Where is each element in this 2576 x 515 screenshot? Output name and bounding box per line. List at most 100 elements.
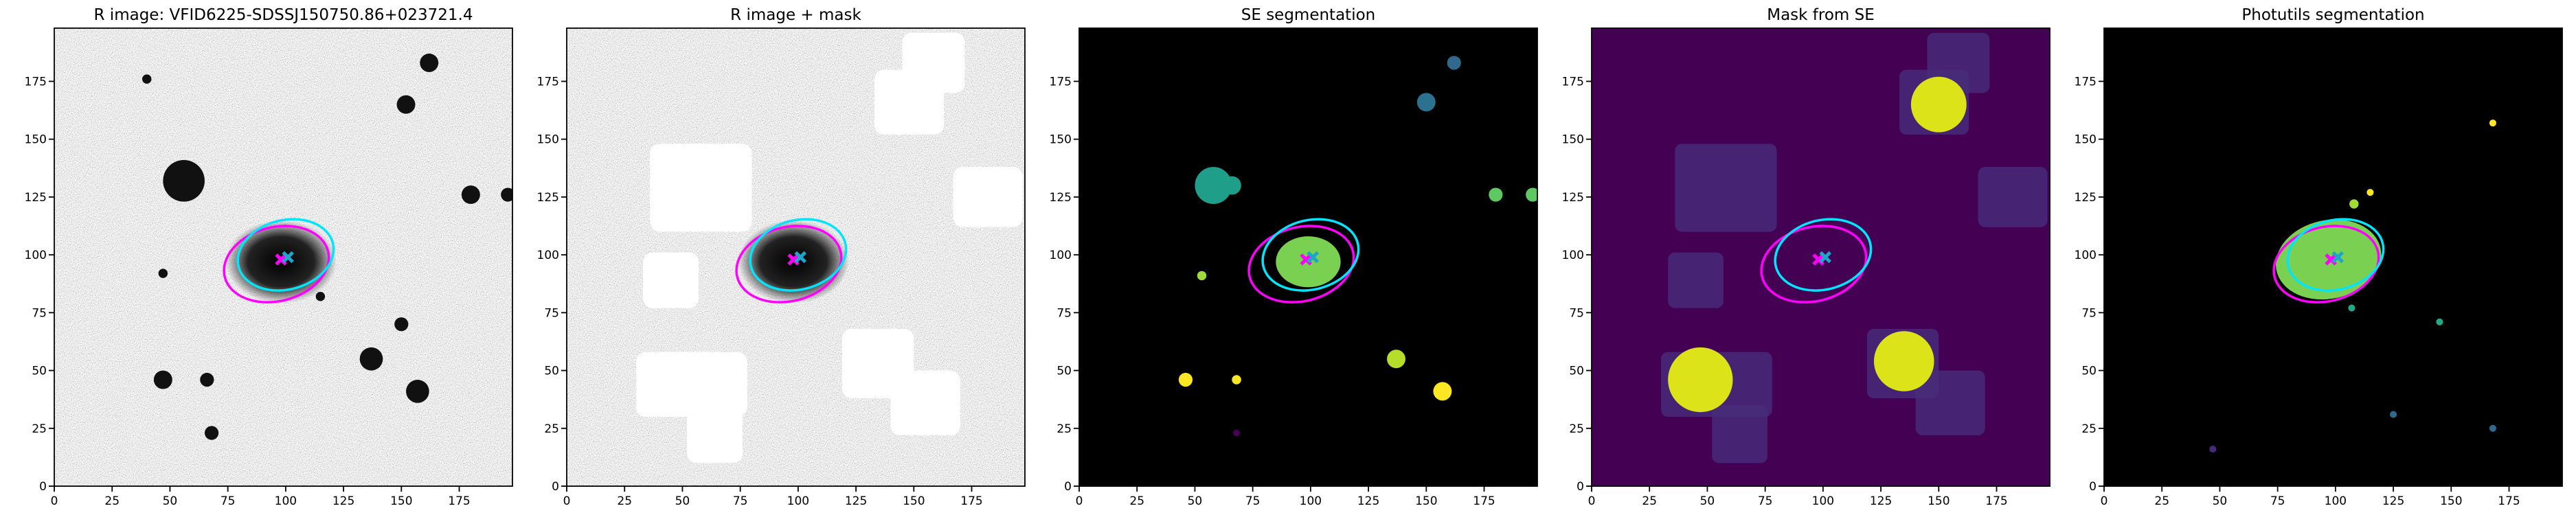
y-tick-label: 0: [1577, 480, 1584, 494]
panel-image: [1592, 28, 2050, 486]
mask-region: [953, 167, 1023, 227]
x-tick-label: 175: [2498, 494, 2520, 508]
mask-star: [1668, 347, 1733, 413]
mask-region: [1668, 252, 1724, 308]
source-blob: [158, 268, 168, 278]
y-tick-label: 125: [1050, 191, 1072, 205]
y-tick-label: 25: [32, 422, 47, 436]
x-tick-label: 50: [1700, 494, 1715, 508]
axes-frame: [2103, 27, 2563, 487]
x-tick-label: 50: [1188, 494, 1203, 508]
y-tick-label: 25: [1057, 422, 1072, 436]
mask-region: [1915, 370, 1985, 435]
y-tick-label: 0: [552, 480, 559, 494]
y-tick-label: 125: [537, 191, 559, 205]
y-tick-label: 75: [32, 306, 47, 320]
source-blob: [420, 54, 439, 73]
y-tick-label: 175: [25, 75, 47, 89]
fit-ellipse: [2272, 225, 2380, 304]
y-tick-label: 150: [1562, 133, 1584, 147]
mask-region: [687, 405, 743, 464]
mask-region: [1978, 167, 2048, 227]
y-tick-label: 50: [32, 365, 47, 378]
x-tick-label: 175: [448, 494, 470, 508]
y-tick-label: 100: [2075, 249, 2097, 262]
segment: [2489, 119, 2496, 127]
segment: [1416, 93, 1436, 112]
segment: [1195, 167, 1232, 205]
x-tick-label: 175: [960, 494, 982, 508]
x-tick-label: 50: [163, 494, 178, 508]
y-tick-label: 150: [2075, 133, 2097, 147]
source-blob: [200, 372, 214, 387]
fit-ellipse: [735, 225, 843, 304]
segment: [1178, 372, 1193, 387]
y-tick-label: 50: [1569, 365, 1584, 378]
segment: [1232, 375, 1241, 385]
x-tick-label: 25: [104, 494, 120, 508]
panel-title: R image: VFID6225-SDSSJ150750.86+023721.…: [94, 6, 473, 24]
x-tick-label: 0: [563, 494, 571, 508]
fit-ellipse: [2286, 218, 2385, 292]
source-blob: [204, 426, 219, 440]
x-tick-label: 125: [332, 494, 354, 508]
source-blob: [461, 185, 480, 205]
y-tick-label: 50: [2081, 365, 2097, 378]
y-tick-label: 150: [25, 133, 47, 147]
fit-ellipse: [1760, 225, 1868, 304]
x-tick-label: 0: [51, 494, 58, 508]
mask-region: [890, 370, 960, 435]
source-blob: [406, 380, 429, 403]
segment: [1387, 350, 1405, 369]
x-tick-label: 25: [617, 494, 632, 508]
x-tick-label: 125: [2382, 494, 2404, 508]
y-tick-label: 150: [1050, 133, 1072, 147]
segment: [1233, 429, 1241, 437]
axes-frame: [566, 27, 1026, 487]
segment: [2390, 411, 2397, 418]
panel-title: Mask from SE: [1767, 6, 1875, 24]
y-tick-label: 75: [2081, 306, 2097, 320]
fit-ellipse: [223, 225, 330, 304]
source-blob: [359, 347, 383, 371]
y-tick-label: 125: [2075, 191, 2097, 205]
x-tick-label: 75: [2270, 494, 2285, 508]
y-tick-label: 0: [39, 480, 47, 494]
panel-title: SE segmentation: [1241, 6, 1375, 24]
source-blob: [163, 160, 205, 202]
x-tick-label: 25: [2154, 494, 2169, 508]
x-tick-label: 150: [1928, 494, 1950, 508]
x-tick-label: 125: [1357, 494, 1379, 508]
y-tick-label: 125: [25, 191, 47, 205]
x-tick-label: 175: [1473, 494, 1495, 508]
x-tick-label: 0: [2101, 494, 2108, 508]
y-tick-label: 75: [1569, 306, 1584, 320]
x-tick-label: 0: [1588, 494, 1596, 508]
panel-image: [2104, 28, 2562, 486]
x-tick-label: 150: [903, 494, 925, 508]
y-tick-label: 0: [1064, 480, 1072, 494]
x-tick-label: 175: [1985, 494, 2007, 508]
segment: [2366, 189, 2374, 196]
y-tick-label: 175: [1050, 75, 1072, 89]
panel-title: R image + mask: [730, 6, 861, 24]
panel-image: [1079, 28, 1537, 486]
x-tick-label: 75: [1245, 494, 1261, 508]
segment: [1447, 56, 1461, 70]
y-tick-label: 25: [544, 422, 559, 436]
source-blob: [315, 292, 326, 301]
center-marker: [1307, 251, 1320, 264]
mask-region: [643, 252, 699, 308]
segment: [1197, 271, 1207, 281]
y-tick-label: 175: [537, 75, 559, 89]
x-tick-label: 100: [1812, 494, 1834, 508]
source-blob: [153, 370, 172, 389]
center-marker: [2331, 251, 2345, 264]
x-tick-label: 100: [2325, 494, 2347, 508]
y-tick-label: 100: [1562, 249, 1584, 262]
mask-region: [1675, 144, 1777, 232]
x-tick-label: 150: [390, 494, 412, 508]
x-tick-label: 25: [1129, 494, 1144, 508]
y-tick-label: 100: [1050, 249, 1072, 262]
